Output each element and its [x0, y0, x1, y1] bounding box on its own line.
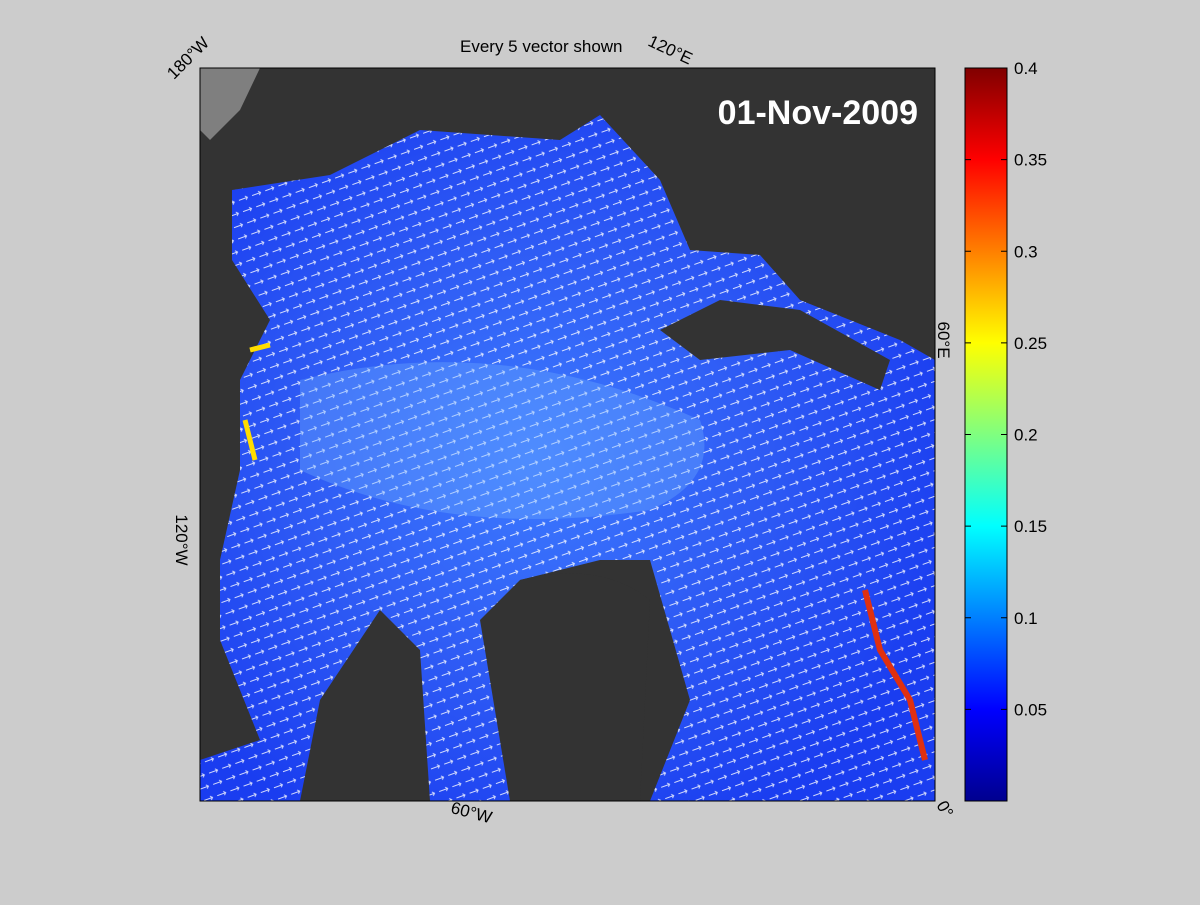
colorbar [964, 67, 1008, 802]
map-title: Every 5 vector shown [460, 37, 623, 56]
fast-drift [300, 362, 705, 519]
vectors [200, 115, 935, 801]
colorbar-tick-label: 0.05 [1014, 700, 1047, 719]
novaya-zemlya [660, 300, 890, 390]
colorbar-tick-label: 0.15 [1014, 517, 1047, 536]
high-speed [862, 589, 928, 761]
lon-label: 120°W [172, 514, 191, 565]
colorbar-tick-label: 0.3 [1014, 242, 1038, 261]
date-label: 01-Nov-2009 [718, 94, 918, 132]
map-frame [199, 67, 936, 802]
colorbar-tick-label: 0.2 [1014, 426, 1038, 445]
colorbar-tick-label: 0.4 [1014, 59, 1038, 78]
lon-label: 60°E [934, 321, 953, 358]
high-speed [242, 342, 271, 461]
lon-label: 120°E [645, 32, 695, 69]
colorbar-tick-label: 0.1 [1014, 609, 1038, 628]
map [200, 68, 935, 801]
colorbar-tick-label: 0.35 [1014, 151, 1047, 170]
land-edge [200, 68, 260, 140]
lon-label: 0° [932, 797, 957, 821]
lon-label: 60°W [449, 798, 494, 827]
colorbar-tick-label: 0.25 [1014, 334, 1047, 353]
greenland [520, 573, 650, 801]
